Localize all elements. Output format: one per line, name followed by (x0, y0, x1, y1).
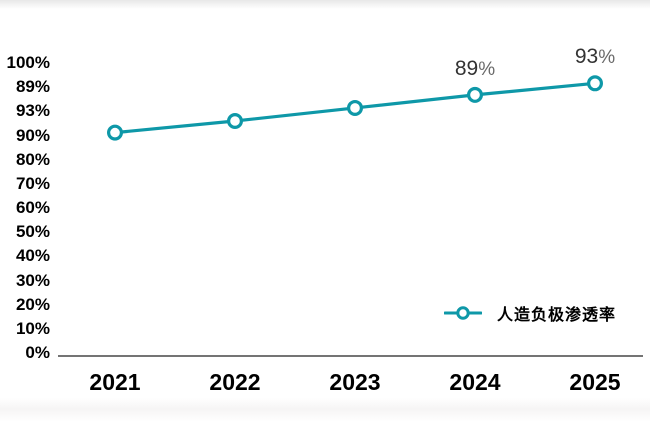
legend: 人造负极渗透率 (444, 301, 616, 325)
data-point-marker (467, 86, 484, 103)
y-axis-tick-label: 0% (25, 343, 50, 362)
y-axis-tick-label: 80% (15, 149, 50, 169)
data-point-marker (347, 99, 364, 116)
y-axis-tick-label: 20% (15, 294, 50, 314)
x-axis-tick-label: 2022 (209, 369, 261, 395)
y-axis-tick-label: 93% (15, 101, 50, 121)
y-axis-tick-label: 90% (15, 125, 50, 145)
y-axis-tick-label: 10% (15, 318, 50, 338)
data-point-marker (106, 124, 123, 141)
data-point-marker (227, 112, 244, 129)
data-point-marker (586, 75, 603, 92)
x-axis-tick-label: 2025 (569, 369, 621, 395)
x-axis-tick-label: 2023 (329, 369, 381, 395)
y-axis-tick-label: 60% (15, 198, 50, 217)
y-axis-tick-label: 70% (15, 173, 50, 193)
legend-line-marker-icon (444, 306, 482, 320)
bottom-edge-artifact (0, 398, 650, 422)
y-axis-tick-label: 40% (15, 246, 50, 266)
y-axis-tick-label: 50% (15, 222, 50, 242)
top-edge-artifact (0, 0, 650, 9)
y-axis-tick-label: 89% (15, 77, 50, 97)
data-point-label: 93% (574, 45, 616, 69)
x-axis-tick-label: 2021 (89, 369, 141, 395)
data-point-label: 89% (454, 56, 496, 80)
y-axis-tick-label: 100% (6, 53, 50, 72)
x-axis-tick-label: 2024 (449, 369, 501, 395)
legend-label: 人造负极渗透率 (497, 307, 617, 324)
y-axis-tick-label: 30% (15, 270, 50, 290)
